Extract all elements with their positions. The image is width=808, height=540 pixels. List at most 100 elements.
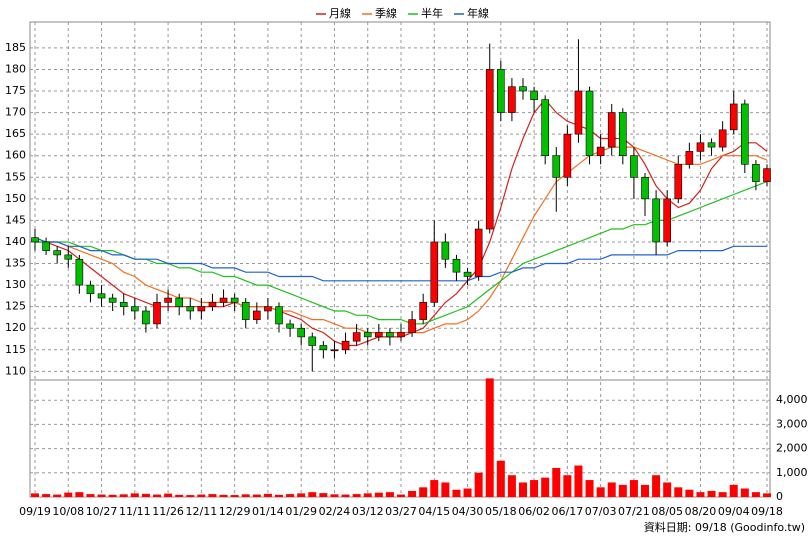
candle-body	[530, 90, 538, 100]
x-tick-label: 04/15	[418, 505, 450, 518]
volume-bar	[275, 494, 283, 497]
volume-bar	[363, 493, 372, 497]
x-tick-label: 09/19	[19, 505, 51, 518]
candle-body	[286, 323, 294, 329]
candle-body	[97, 293, 106, 299]
y-tick-label: 135	[5, 257, 26, 270]
volume-bar	[685, 489, 694, 497]
candle-body	[253, 310, 261, 320]
legend-label: 月線	[329, 6, 351, 20]
y-tick-label: 145	[5, 213, 26, 226]
volume-bar	[530, 480, 539, 497]
legend-label: 季線	[375, 6, 397, 20]
x-tick-label: 10/27	[86, 505, 118, 518]
volume-bar	[519, 482, 527, 497]
volume-bar	[496, 460, 505, 497]
volume-bar	[352, 494, 361, 497]
legend-label: 年線	[467, 6, 489, 20]
volume-bar	[408, 490, 417, 497]
candle-body	[497, 69, 505, 113]
volume-bar	[141, 493, 150, 497]
legend: 月線 季線 半年 年線	[316, 6, 489, 20]
volume-bar	[563, 475, 572, 497]
candle-body	[741, 103, 749, 165]
candle-body	[219, 297, 228, 303]
volume-bar	[474, 472, 483, 497]
candle-body	[175, 297, 183, 307]
x-tick-label: 06/02	[518, 505, 550, 518]
candle-body	[264, 306, 272, 312]
y2-tick-label: 4,000	[776, 393, 808, 406]
volume-bar	[130, 493, 139, 497]
volume-bar	[397, 494, 405, 497]
x-tick-label: 09/18	[751, 505, 783, 518]
candle-body	[142, 310, 150, 325]
candle-body	[652, 198, 660, 243]
candle-body	[230, 297, 239, 303]
volume-bar	[507, 475, 516, 497]
ma-line	[35, 181, 768, 325]
candle-body	[297, 327, 305, 338]
x-tick-label: 05/18	[485, 505, 517, 518]
volume-bar	[108, 494, 117, 497]
y-tick-label: 155	[5, 170, 26, 183]
candle-body	[330, 349, 339, 352]
candle-body	[630, 155, 638, 178]
y2-tick-label: 0	[776, 490, 783, 503]
y2-tick-label: 2,000	[776, 442, 808, 455]
volume-bar	[718, 492, 727, 497]
y-tick-label: 125	[5, 300, 26, 313]
candle-body	[419, 302, 427, 320]
volume-bar	[175, 494, 184, 497]
volume-bar	[607, 482, 616, 497]
volume-bar	[574, 465, 583, 497]
candle-body	[408, 319, 416, 333]
y-tick-label: 140	[5, 235, 26, 248]
candle-body	[397, 332, 405, 338]
y-tick-label: 115	[5, 343, 26, 356]
volume-bar	[430, 480, 439, 497]
candle-body	[108, 297, 117, 303]
candle-body	[341, 340, 350, 351]
volume-bar	[197, 494, 206, 497]
volume-bar	[308, 492, 317, 497]
x-tick-label: 02/24	[319, 505, 351, 518]
volume-bar	[707, 490, 716, 497]
y-tick-label: 130	[5, 278, 26, 291]
candle-body	[363, 332, 372, 338]
candle-body	[441, 241, 450, 260]
x-tick-label: 08/05	[651, 505, 683, 518]
x-tick-label: 03/12	[352, 505, 384, 518]
y-tick-label: 150	[5, 192, 26, 205]
volume-bar	[42, 494, 51, 497]
y2-tick-label: 1,000	[776, 466, 808, 479]
volume-bar	[452, 489, 461, 497]
candle-body	[619, 112, 627, 157]
candle-body	[131, 306, 139, 312]
candle-body	[674, 164, 683, 200]
candle-body	[685, 151, 694, 165]
volume-bar	[763, 493, 771, 497]
candle-body	[729, 103, 738, 131]
volume-bar	[119, 494, 128, 497]
candle-body	[585, 90, 594, 157]
volume-bar	[241, 494, 250, 497]
volume-bar	[219, 494, 228, 497]
candle-body	[241, 302, 250, 320]
candle-body	[474, 228, 483, 277]
volume-bar	[552, 467, 561, 497]
candle-body	[153, 302, 161, 325]
candle-body	[541, 99, 549, 157]
volume-bar	[374, 492, 383, 497]
candle-body	[64, 254, 73, 260]
volume-bar	[618, 484, 627, 497]
volume-bar	[674, 487, 683, 497]
x-tick-label: 07/21	[618, 505, 650, 518]
volume-bar	[330, 494, 339, 497]
candle-body	[707, 142, 716, 148]
candle-body	[552, 155, 561, 178]
candle-body	[319, 345, 328, 351]
candle-body	[485, 69, 494, 230]
candle-body	[574, 90, 583, 135]
